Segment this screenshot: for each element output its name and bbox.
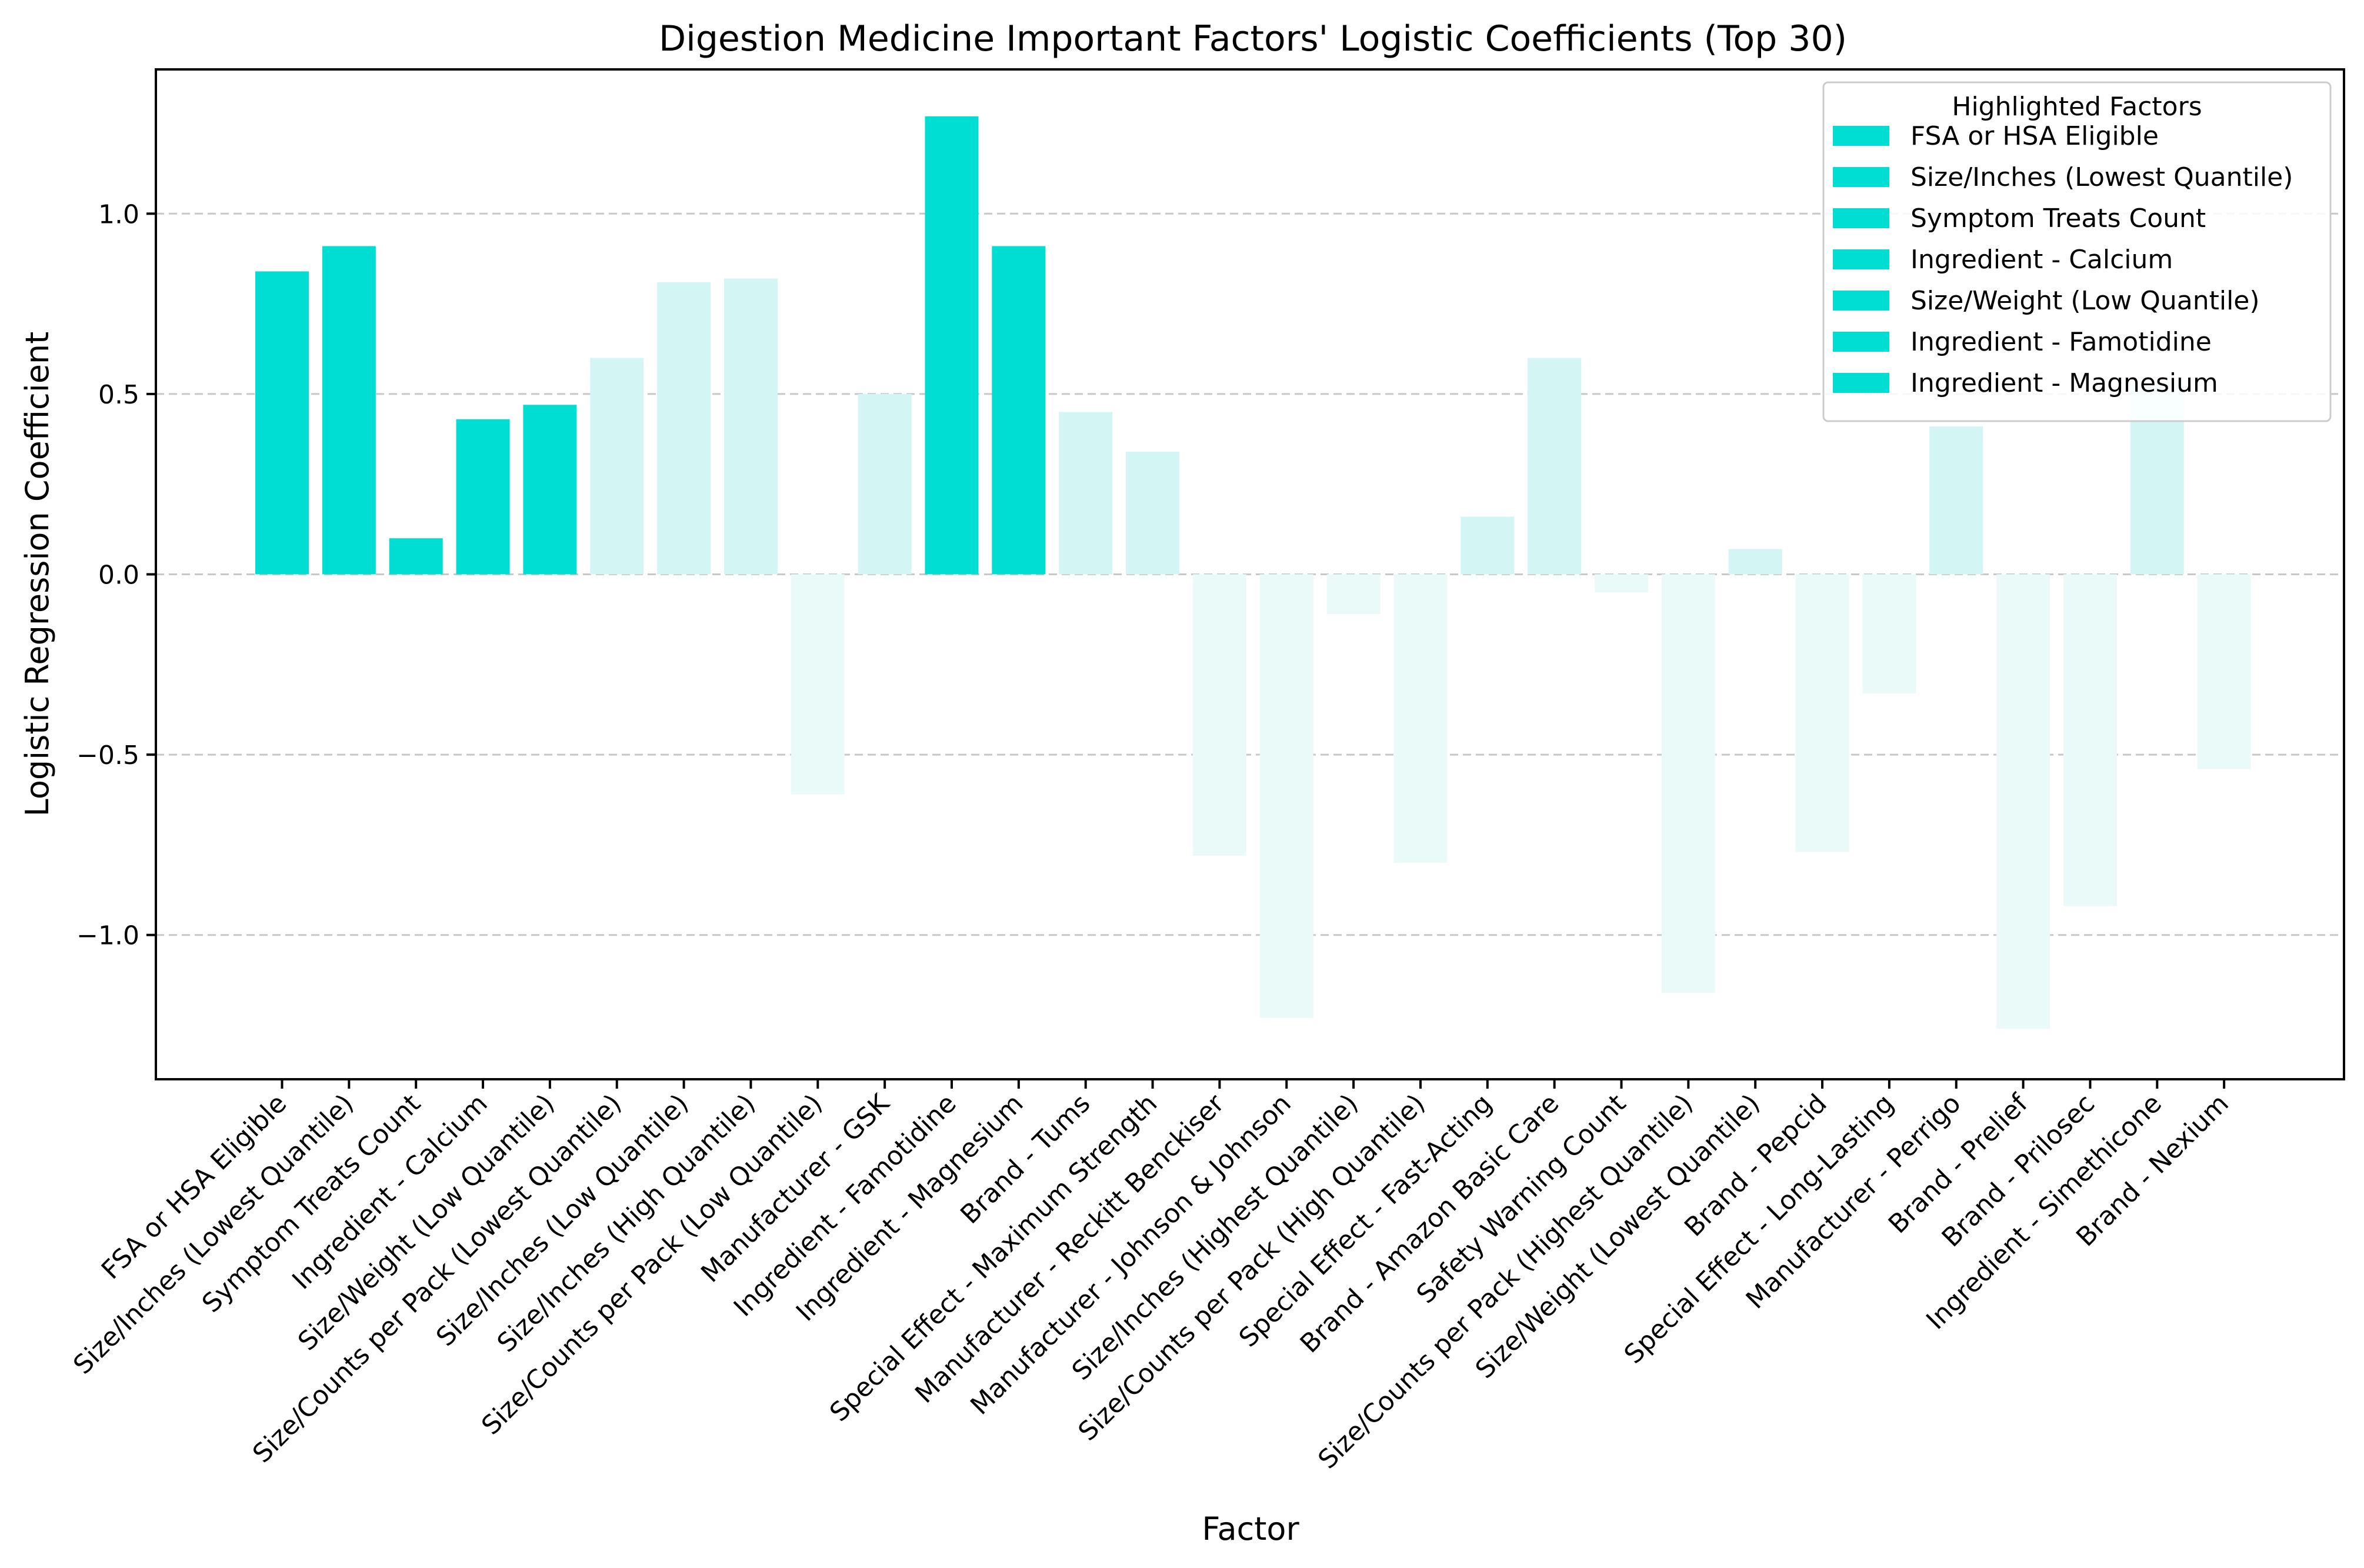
bar-6: [590, 358, 644, 575]
bar-27: [1996, 574, 2050, 1029]
bar-3: [389, 538, 443, 575]
grid-lines: [156, 212, 2344, 936]
x-axis-label: Factor: [1202, 1510, 1299, 1547]
bar-30: [2197, 574, 2251, 769]
bar-5: [523, 405, 577, 575]
legend-title: Highlighted Factors: [1952, 92, 2202, 122]
bar-21: [1595, 574, 1648, 593]
bar-10: [858, 393, 912, 575]
legend-swatch: [1833, 373, 1889, 393]
bar-28: [2063, 574, 2117, 906]
bar-15: [1192, 574, 1246, 856]
legend-swatch: [1833, 249, 1889, 269]
bar-20: [1528, 358, 1582, 575]
bar-26: [1929, 426, 1983, 575]
legend-swatch: [1833, 291, 1889, 311]
bar-1: [255, 271, 309, 575]
bar-18: [1393, 574, 1448, 863]
bars: [255, 116, 2251, 1029]
bar-2: [322, 246, 376, 575]
legend-entry: Ingredient - Famotidine: [1910, 327, 2212, 357]
legend-box: [1822, 81, 2332, 422]
legend-swatch: [1833, 332, 1889, 352]
bar-24: [1795, 574, 1849, 852]
y-axis-label: Logistic Regression Coefficient: [19, 332, 56, 817]
bar-23: [1728, 549, 1782, 575]
y-tick-label: 1.0: [98, 199, 139, 229]
y-tick-label: 0.0: [98, 561, 139, 590]
bar-19: [1461, 516, 1515, 575]
legend-swatch: [1833, 208, 1889, 228]
bar-22: [1661, 574, 1715, 993]
y-tick-label: −0.5: [76, 740, 139, 770]
legend-entry: Size/Weight (Low Quantile): [1910, 286, 2260, 316]
bar-16: [1259, 574, 1313, 1018]
legend-swatch: [1833, 126, 1889, 146]
legend-entry: Size/Inches (Lowest Quantile): [1910, 162, 2293, 192]
bar-9: [791, 574, 845, 795]
bar-13: [1059, 412, 1113, 575]
chart-title: Digestion Medicine Important Factors' Lo…: [659, 18, 1847, 59]
legend-entry: Symptom Treats Count: [1910, 203, 2206, 233]
legend-swatch: [1833, 167, 1889, 187]
bar-12: [992, 246, 1046, 575]
bar-4: [456, 419, 510, 575]
legend-entry: Ingredient - Magnesium: [1910, 368, 2218, 398]
bar-11: [925, 116, 979, 575]
y-tick-label: 0.5: [98, 380, 139, 410]
legend-entry: FSA or HSA Eligible: [1910, 121, 2159, 151]
legend-entry: Ingredient - Calcium: [1910, 245, 2173, 275]
y-tick-label: −1.0: [76, 921, 139, 951]
bar-8: [723, 278, 778, 575]
bar-25: [1862, 574, 1916, 693]
bar-17: [1326, 574, 1381, 614]
bar-7: [657, 282, 711, 575]
bar-14: [1126, 452, 1180, 575]
